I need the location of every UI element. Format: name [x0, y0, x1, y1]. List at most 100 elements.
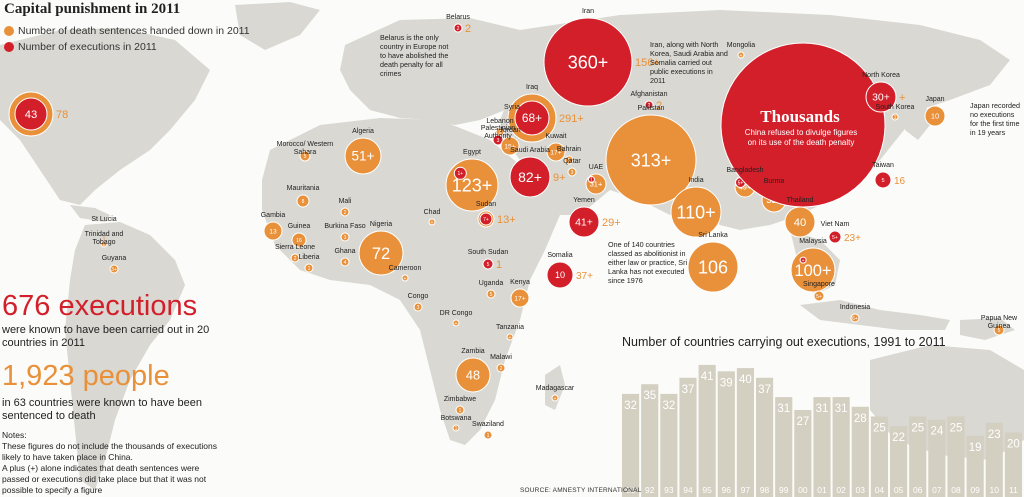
uganda-sentences-marker [486, 289, 496, 299]
cameroon-country-label: Cameroon [388, 265, 422, 272]
bar-value-label: 37 [758, 384, 771, 396]
nigeria-sentences-value: 72 [372, 245, 390, 263]
bar-value-label: 25 [873, 422, 886, 434]
iraq-executions-marker [514, 100, 550, 136]
zimbabwe-sentences-marker [455, 405, 465, 415]
source-credit: SOURCE: AMNESTY INTERNATIONAL [520, 487, 642, 494]
chad-country-label: Chad [423, 209, 441, 216]
gambia-country-label: Gambia [260, 212, 286, 219]
malaysia-country-label: Malaysia [799, 238, 827, 245]
algeria-sentences-marker [344, 137, 382, 175]
bar-value-label: 32 [624, 400, 637, 412]
bar-10 [985, 422, 1003, 497]
notes-line-2: A plus (+) alone indicates that death se… [2, 463, 207, 495]
bar-value-label: 25 [950, 422, 963, 434]
south-sudan-country-label: South Sudan [467, 249, 509, 256]
taiwan-sentences-side-value: 16 [894, 176, 906, 187]
belarus-sentences-side-value: 2 [465, 23, 471, 35]
qatar-sentences-value: 3 [571, 170, 574, 176]
ghana-sentences-value: 4 [344, 260, 347, 266]
pakistan-sentences-value: 313+ [631, 150, 672, 170]
egypt-sentences-value: 123+ [452, 175, 493, 195]
executions-total: 676 executions [2, 290, 198, 322]
north-korea-executions-value: 30+ [872, 92, 890, 104]
bar-year-label: 95 [702, 485, 712, 495]
bar-00 [794, 410, 812, 497]
jordan-sentences-marker [500, 136, 520, 156]
nigeria-country-label: Nigeria [369, 221, 393, 228]
lebanon-country-label: Lebanon [486, 118, 514, 125]
bar-year-label: 11 [1009, 485, 1018, 495]
india-sentences-marker [670, 186, 722, 238]
bar-03 [851, 406, 869, 497]
mali-country-label: Mali [338, 198, 352, 205]
bar-value-label: 27 [796, 416, 809, 428]
us-sentences-side-value: 78 [56, 109, 68, 121]
saudi-sentences-side-value: 9+ [553, 172, 566, 184]
mauritania-sentences-value: 8 [302, 199, 305, 205]
congo-sentences-marker [413, 302, 423, 312]
page-title: Capital punishment in 2011 [4, 1, 181, 17]
bar-01 [813, 397, 831, 497]
sudan-country-label: Sudan [475, 201, 497, 208]
thailand-sentences-value: 40 [794, 217, 807, 229]
bar-value-label: 32 [662, 400, 675, 412]
somalia-executions-value: 10 [555, 270, 565, 280]
uae-sentences-value: 31+ [590, 180, 603, 189]
people-text: in 63 countries were known to have been … [2, 397, 202, 422]
bar-year-label: 03 [856, 485, 866, 495]
iran-country-label: Iran [581, 8, 595, 15]
mali-sentences-marker [340, 207, 350, 217]
tanzania-country-label: Tanzania [495, 324, 525, 331]
burkina-sentences-marker [340, 232, 350, 242]
singapore-sentences-value: 5+ [816, 294, 822, 300]
south-korea-sentences-marker [891, 113, 899, 121]
saudi-country-label: Saudi Arabia [510, 147, 550, 154]
bar-value-label: 20 [1007, 439, 1020, 451]
papua-sentences-marker [993, 324, 1005, 336]
st-lucia-country-label: St Lucia [91, 216, 117, 223]
algeria-country-label: Algeria [352, 128, 374, 135]
morocco-sentences-value: 5 [304, 154, 307, 160]
caribbean-land [70, 205, 110, 222]
bar-95 [698, 364, 716, 497]
vietnam-sentences-side-value: 23+ [844, 233, 861, 244]
madagascar-country-label: Madagascar [535, 385, 575, 392]
vietnam-executions-value: 5+ [832, 235, 838, 241]
japan-country-label: Japan [925, 96, 945, 103]
malawi-sentences-marker [496, 363, 506, 373]
uganda-sentences-value: 5 [490, 292, 493, 298]
us-executions-marker [14, 97, 48, 131]
afghanistan-executions-value: 2 [648, 103, 651, 109]
egypt-executions-value: 1+ [457, 171, 463, 177]
trinidad-sentences-value: 2 [103, 242, 106, 248]
afghanistan-executions-marker [644, 100, 654, 110]
indonesia-sentences-value: 6+ [852, 316, 858, 322]
yemen-country-label: Yemen [573, 197, 595, 204]
sudan-executions-value: 7+ [483, 217, 489, 223]
legend-executions-label: Number of executions in 2011 [18, 41, 157, 53]
liberia-sentences-value: 1 [308, 266, 311, 272]
chad-sentences-value: + [431, 220, 434, 226]
sudan-executions-marker [479, 212, 493, 226]
dr-congo-sentences-marker [452, 319, 460, 327]
bar-91 [622, 393, 640, 497]
iran-executions-value: 360+ [568, 52, 609, 72]
nigeria-sentences-marker [358, 230, 404, 276]
kenya-sentences-value: 17+ [514, 295, 526, 302]
cameroon-sentences-value: + [404, 276, 407, 282]
bar-year-label: 94 [683, 485, 693, 495]
iran-annotation: Iran, along with North Korea, Saudi Arab… [650, 40, 728, 85]
liberia-country-label: Liberia [298, 254, 320, 261]
south-sudan-executions-marker [482, 258, 494, 270]
north-america-land [0, 28, 210, 205]
papua-country-label: Papua New Guinea [980, 315, 1018, 330]
mongolia-sentences-marker [737, 51, 745, 59]
palestinian-country-label: Palestinian Authority [480, 125, 516, 140]
bar-value-label: 23 [988, 429, 1001, 441]
bar-99 [775, 397, 793, 497]
srilanka-annotation: One of 140 countries classed as abolitio… [608, 240, 688, 285]
bar-year-label: 00 [798, 485, 808, 495]
